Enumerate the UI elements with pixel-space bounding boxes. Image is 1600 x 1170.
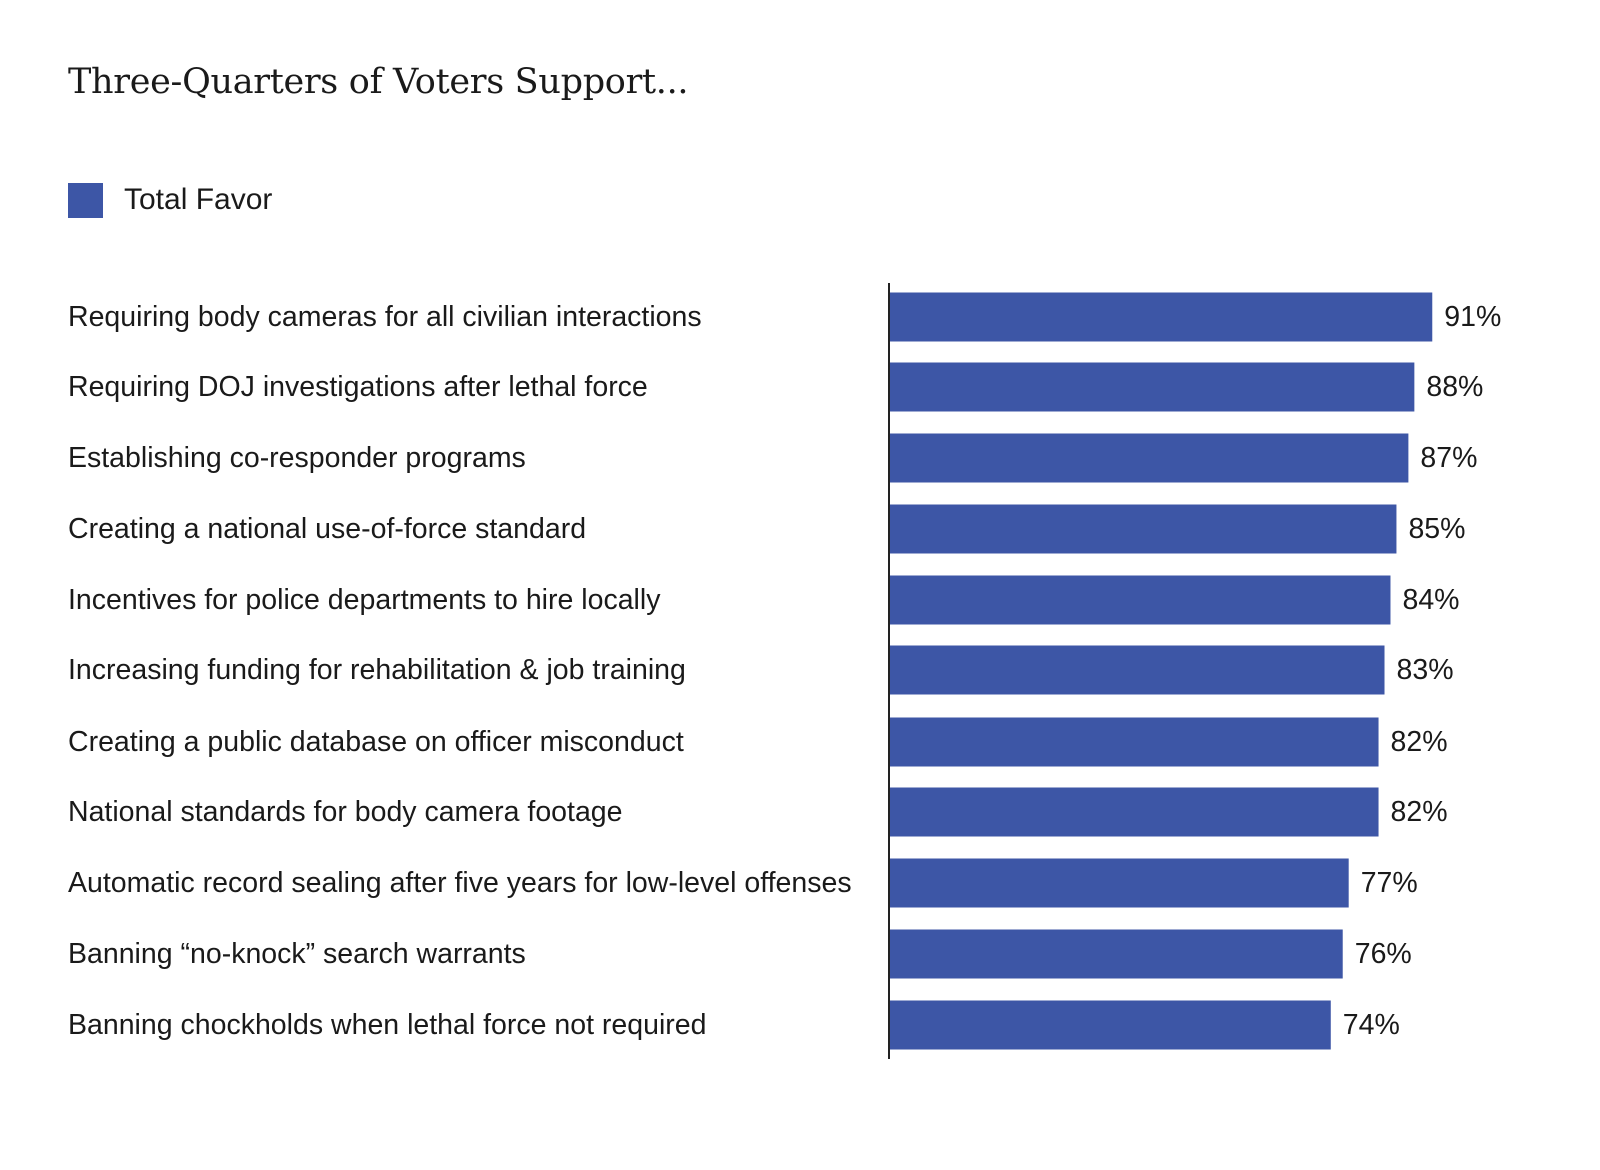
legend-swatch-total-favor: [68, 182, 103, 218]
bar-rows: Requiring body cameras for all civilian …: [68, 292, 1501, 1050]
bar-row: Requiring DOJ investigations after letha…: [68, 362, 1483, 412]
value-label: 76%: [1355, 938, 1412, 970]
category-label: Incentives for police departments to hir…: [68, 584, 661, 616]
value-label: 84%: [1402, 584, 1459, 616]
bar-row: Automatic record sealing after five year…: [68, 858, 1418, 908]
bar: [889, 433, 1409, 483]
bar-row: Incentives for police departments to hir…: [68, 575, 1460, 625]
bar-row: Establishing co-responder programs 87%: [68, 433, 1477, 483]
chart-title: Three-Quarters of Voters Support...: [68, 62, 689, 102]
bar-row: National standards for body camera foota…: [68, 787, 1448, 837]
category-label: Creating a national use-of-force standar…: [68, 513, 586, 545]
category-label: Increasing funding for rehabilitation & …: [68, 654, 686, 686]
value-label: 74%: [1343, 1009, 1400, 1041]
value-label: 77%: [1361, 867, 1418, 899]
category-label: Requiring DOJ investigations after letha…: [68, 371, 648, 403]
bar-row: Banning chockholds when lethal force not…: [68, 1000, 1400, 1050]
bar: [889, 858, 1349, 908]
category-label: Automatic record sealing after five year…: [68, 867, 852, 899]
bar-row: Increasing funding for rehabilitation & …: [68, 645, 1454, 695]
bar-row: Creating a public database on officer mi…: [68, 717, 1448, 767]
bar: [889, 504, 1397, 554]
legend: Total Favor: [68, 182, 272, 218]
value-label: 91%: [1444, 301, 1501, 333]
bar: [889, 787, 1379, 837]
bar: [889, 1000, 1331, 1050]
value-label: 87%: [1420, 442, 1477, 474]
value-label: 83%: [1397, 654, 1454, 686]
category-label: Banning chockholds when lethal force not…: [68, 1009, 707, 1041]
value-label: 82%: [1391, 726, 1448, 758]
value-label: 82%: [1391, 796, 1448, 828]
bar-row: Creating a national use-of-force standar…: [68, 504, 1465, 554]
category-label: Banning “no-knock” search warrants: [68, 938, 526, 970]
bar: [889, 575, 1391, 625]
bar: [889, 292, 1433, 342]
bar-row: Banning “no-knock” search warrants 76%: [68, 929, 1412, 979]
category-label: Requiring body cameras for all civilian …: [68, 301, 702, 333]
value-label: 85%: [1408, 513, 1465, 545]
value-label: 88%: [1426, 371, 1483, 403]
bar: [889, 645, 1385, 695]
category-label: Establishing co-responder programs: [68, 442, 526, 474]
bar-row: Requiring body cameras for all civilian …: [68, 292, 1501, 342]
bar: [889, 362, 1415, 412]
category-label: National standards for body camera foota…: [68, 796, 623, 828]
legend-label-total-favor: Total Favor: [124, 183, 273, 216]
bar: [889, 717, 1379, 767]
category-label: Creating a public database on officer mi…: [68, 726, 684, 758]
bar: [889, 929, 1343, 979]
